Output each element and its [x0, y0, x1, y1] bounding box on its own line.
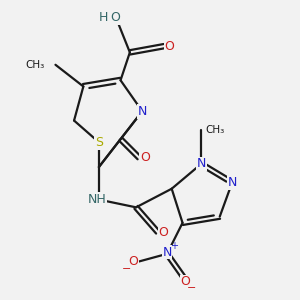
Text: O: O [110, 11, 120, 24]
Text: −: − [187, 283, 196, 293]
Text: +: + [170, 241, 178, 251]
Text: CH₃: CH₃ [206, 125, 225, 135]
Text: O: O [128, 255, 138, 268]
Text: H: H [99, 11, 108, 24]
Text: N: N [162, 246, 172, 259]
Text: O: O [158, 226, 168, 238]
Text: N: N [138, 105, 147, 118]
Text: O: O [140, 151, 150, 164]
Text: N: N [227, 176, 237, 189]
Text: NH: NH [88, 193, 107, 206]
Text: CH₃: CH₃ [26, 60, 45, 70]
Text: −: − [122, 264, 131, 274]
Text: O: O [165, 40, 175, 53]
Text: N: N [196, 158, 206, 170]
Text: S: S [95, 136, 103, 149]
Text: O: O [181, 275, 190, 288]
